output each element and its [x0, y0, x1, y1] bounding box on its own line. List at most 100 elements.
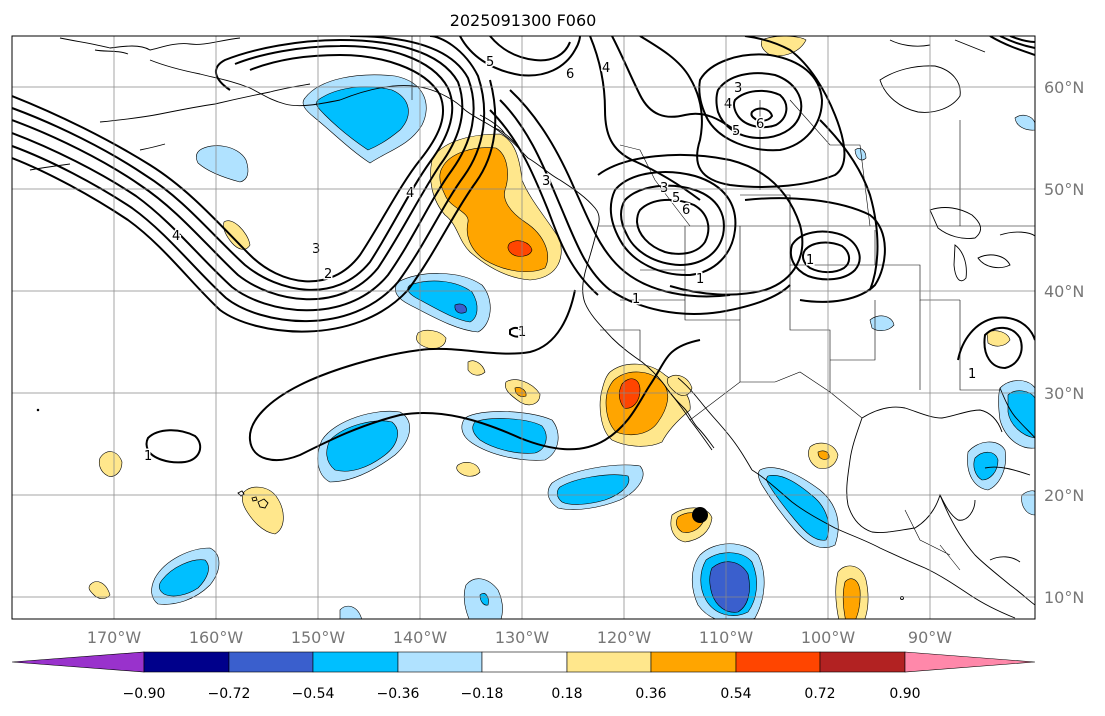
- colorbar-tick: −0.36: [377, 686, 420, 702]
- lon-label: 90°W: [908, 628, 952, 647]
- contour-line: [635, 198, 710, 255]
- blue-area: [479, 593, 489, 606]
- coastline: [139, 143, 166, 151]
- latitude-labels: 60°N 50°N 40°N 30°N 20°N 10°N: [1044, 78, 1084, 607]
- colorbar: [11, 651, 1036, 673]
- coastline: [984, 466, 1031, 476]
- contour-line: [750, 107, 774, 122]
- contour-label: 1: [696, 272, 704, 287]
- coastline: [889, 39, 986, 53]
- lon-label: 120°W: [597, 628, 652, 647]
- lon-label: 140°W: [393, 628, 448, 647]
- lat-label: 10°N: [1044, 588, 1084, 607]
- border: [689, 371, 863, 421]
- colorbar-segment: [566, 651, 652, 673]
- coastline: [94, 49, 129, 55]
- contour-line: [597, 154, 804, 296]
- contour-label: 3: [312, 242, 320, 257]
- contour-line: [509, 326, 526, 338]
- contours: [12, 36, 1035, 464]
- blue-area: [158, 559, 209, 597]
- contour-line: [620, 184, 725, 267]
- contour-label: 4: [724, 97, 732, 112]
- colorbar-segment: [481, 651, 568, 673]
- coastline: [953, 244, 967, 282]
- coastline: [999, 387, 1035, 439]
- contour-line: [733, 89, 788, 129]
- border: [830, 264, 960, 361]
- coastline: [846, 417, 976, 533]
- colorbar-segment: [819, 651, 906, 673]
- contour-label: 5: [732, 124, 740, 139]
- contour-line: [789, 230, 861, 281]
- contour-line: [957, 316, 1035, 361]
- contour-line: [983, 326, 1023, 370]
- colorbar-tick: 0.72: [804, 686, 835, 702]
- border: [759, 99, 961, 227]
- border: [600, 299, 685, 360]
- border: [640, 269, 741, 382]
- contour-label: 4: [406, 186, 414, 201]
- gridlines: [12, 36, 1035, 619]
- contour-line: [801, 241, 850, 274]
- contour-line: [248, 289, 701, 461]
- blue-dark-area: [454, 303, 467, 314]
- contour-label: 6: [682, 203, 690, 218]
- yellow-area: [456, 462, 481, 477]
- yellow-area: [986, 330, 1011, 347]
- colorbar-tick: 0.54: [720, 686, 751, 702]
- lon-label: 130°W: [495, 628, 550, 647]
- contour-line: [12, 79, 497, 333]
- borders: [411, 36, 1035, 571]
- lat-label: 20°N: [1044, 486, 1084, 505]
- contour-line: [12, 44, 454, 291]
- contour-line: [145, 429, 202, 464]
- contour-line: [609, 171, 737, 277]
- red-area: [507, 240, 533, 257]
- colorbar-segment: [228, 651, 314, 673]
- contour-label: 4: [602, 61, 610, 76]
- blue-area: [854, 148, 867, 161]
- contour-label: 5: [486, 55, 494, 70]
- orange-area: [817, 450, 830, 460]
- contour-line: [499, 99, 791, 315]
- contour-label: 5: [672, 191, 680, 206]
- longitude-labels: 170°W 160°W 150°W 140°W 130°W 120°W 110°…: [87, 628, 952, 647]
- contour-line: [715, 72, 803, 140]
- contour-line: [459, 36, 581, 77]
- contour-label: 2: [324, 267, 332, 282]
- colorbar-tick: −0.90: [123, 686, 166, 702]
- coastline: [582, 225, 713, 451]
- storm-marker: [692, 507, 708, 523]
- coastline: [939, 494, 1035, 606]
- contour-line: [12, 36, 486, 323]
- lon-label: 160°W: [189, 628, 244, 647]
- coastline: [929, 207, 982, 239]
- lon-label: 150°W: [291, 628, 346, 647]
- contour-line: [12, 36, 475, 312]
- contour-label: 3: [734, 81, 742, 96]
- yellow-area: [88, 581, 111, 599]
- colorbar-extend-low: [11, 651, 145, 673]
- colorbar-tick: −0.54: [292, 686, 335, 702]
- coastline: [667, 377, 753, 471]
- lat-label: 40°N: [1044, 282, 1084, 301]
- colorbar-tick: 0.90: [889, 686, 920, 702]
- coastline: [977, 254, 1011, 269]
- contour-line: [12, 53, 445, 283]
- coastline: [99, 83, 311, 123]
- coastline: [751, 469, 1016, 619]
- contour-line: [744, 197, 886, 303]
- contour-line: [819, 119, 879, 291]
- contour-line: [698, 53, 824, 152]
- colorbar-segment: [735, 651, 821, 673]
- contour-line: [611, 36, 736, 131]
- yellow-area: [223, 220, 251, 250]
- colorbar-segment: [650, 651, 737, 673]
- contour-label: 1: [806, 253, 814, 268]
- contour-label: 1: [144, 449, 152, 464]
- coastline: [339, 85, 600, 227]
- blue-area: [195, 145, 249, 183]
- figure-title: 2025091300 F060: [450, 11, 597, 30]
